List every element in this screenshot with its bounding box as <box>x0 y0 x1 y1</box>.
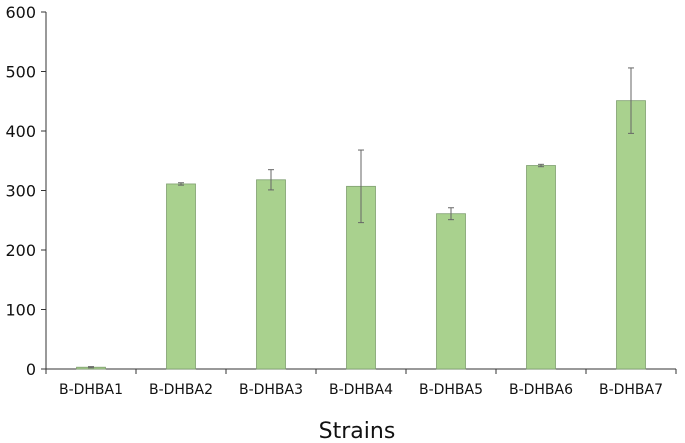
y-tick-label: 600 <box>5 3 36 22</box>
bar-b-dhba5 <box>436 213 466 370</box>
y-tick-label: 200 <box>5 241 36 260</box>
error-bar-b-dhba7 <box>628 67 634 134</box>
bar-b-dhba7 <box>616 100 646 370</box>
error-bar-b-dhba6 <box>538 163 544 168</box>
x-category-label: B-DHBA3 <box>239 382 303 398</box>
error-bar-b-dhba1 <box>88 366 94 369</box>
x-category-label: B-DHBA5 <box>419 382 483 398</box>
error-bar-b-dhba3 <box>268 169 274 191</box>
y-tick-label: 400 <box>5 122 36 141</box>
error-bar-b-dhba4 <box>358 149 364 224</box>
x-category-label: B-DHBA7 <box>599 382 663 398</box>
y-axis: 0 100 200 300 400 500 600 <box>5 3 47 379</box>
y-tick-label: 100 <box>5 301 36 320</box>
error-bar-b-dhba5 <box>448 207 454 221</box>
x-category-label: B-DHBA6 <box>509 382 573 398</box>
x-axis-title: Strains <box>319 419 396 443</box>
y-tick-label: 500 <box>5 63 36 82</box>
bar-b-dhba2 <box>166 183 196 370</box>
y-tick-label: 300 <box>5 182 36 201</box>
x-category-label: B-DHBA4 <box>329 382 393 398</box>
bar-b-dhba3 <box>256 179 286 370</box>
x-category-label: B-DHBA1 <box>59 382 123 398</box>
x-category-label: B-DHBA2 <box>149 382 213 398</box>
bar-b-dhba6 <box>526 165 556 370</box>
error-bar-b-dhba2 <box>178 182 184 186</box>
y-tick-label: 0 <box>26 360 36 379</box>
